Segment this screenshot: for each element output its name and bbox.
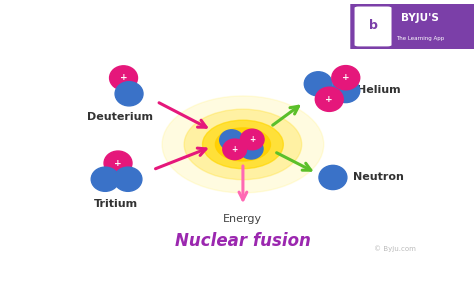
Text: +: + xyxy=(326,95,333,104)
Text: © Byju.com: © Byju.com xyxy=(374,246,416,252)
Circle shape xyxy=(215,128,271,161)
Ellipse shape xyxy=(304,72,332,96)
Ellipse shape xyxy=(104,151,132,175)
Ellipse shape xyxy=(315,87,343,111)
Ellipse shape xyxy=(240,129,264,150)
Text: +: + xyxy=(249,135,255,144)
Ellipse shape xyxy=(332,65,360,90)
Circle shape xyxy=(162,96,324,193)
FancyBboxPatch shape xyxy=(355,7,392,46)
Ellipse shape xyxy=(319,165,347,190)
Ellipse shape xyxy=(239,138,263,159)
Text: Deuterium: Deuterium xyxy=(87,112,153,122)
Ellipse shape xyxy=(115,82,143,106)
Text: +: + xyxy=(120,74,128,82)
Text: +: + xyxy=(232,145,238,154)
Text: +: + xyxy=(342,73,350,82)
Text: Tritium: Tritium xyxy=(94,200,138,209)
Circle shape xyxy=(184,109,301,180)
Circle shape xyxy=(202,120,283,169)
FancyBboxPatch shape xyxy=(350,2,474,51)
Text: Helium: Helium xyxy=(357,86,401,96)
Ellipse shape xyxy=(220,130,244,150)
Text: b: b xyxy=(369,19,377,32)
Ellipse shape xyxy=(223,139,246,160)
Text: Neutron: Neutron xyxy=(353,172,404,182)
Text: Energy: Energy xyxy=(223,214,263,224)
Ellipse shape xyxy=(91,167,119,191)
Text: +: + xyxy=(114,159,122,168)
Text: The Learning App: The Learning App xyxy=(396,36,444,41)
Text: Nuclear fusion: Nuclear fusion xyxy=(175,232,311,250)
Ellipse shape xyxy=(332,78,360,103)
Ellipse shape xyxy=(109,66,137,90)
Text: BYJU'S: BYJU'S xyxy=(401,13,439,23)
Ellipse shape xyxy=(114,167,142,191)
